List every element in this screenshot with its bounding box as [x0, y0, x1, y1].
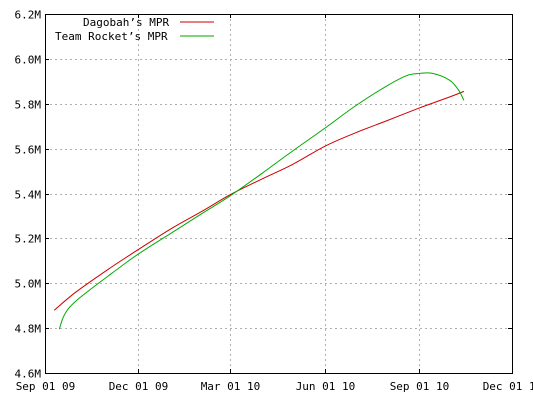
- x-tick-label: Sep 01 09: [16, 380, 76, 393]
- grid-lines: [45, 14, 512, 373]
- y-tick-label: 6.2M: [15, 9, 42, 22]
- y-tick-label: 6.0M: [15, 54, 42, 67]
- legend-label-dagobah: Dagobah’s MPR: [83, 16, 169, 29]
- axis-ticks: 4.6M 4.8M 5.0M 5.2M 5.4M 5.6M 5.8M 6.0M 6.2M Sep …: [15, 9, 533, 394]
- y-tick-label: 5.0M: [15, 278, 42, 291]
- series-lines: [53, 72, 465, 330]
- legend-label-team-rocket: Team Rocket’s MPR: [55, 30, 168, 43]
- y-tick-label: 5.8M: [15, 99, 42, 112]
- y-tick-label: 5.2M: [15, 233, 42, 246]
- x-tick-label: Sep 01 10: [390, 380, 450, 393]
- x-tick-label: Dec 01 10: [483, 380, 533, 393]
- y-tick-label: 4.6M: [15, 368, 42, 381]
- y-tick-label: 5.6M: [15, 144, 42, 157]
- y-tick-label: 5.4M: [15, 189, 42, 202]
- series-line-team-rocket: [58, 72, 465, 330]
- x-tick-label: Mar 01 10: [201, 380, 261, 393]
- y-tick-label: 4.8M: [15, 323, 42, 336]
- x-tick-label: Jun 01 10: [296, 380, 356, 393]
- legend: Dagobah’s MPR Team Rocket’s MPR: [55, 16, 214, 43]
- x-tick-label: Dec 01 09: [109, 380, 169, 393]
- series-line-dagobah: [53, 90, 465, 311]
